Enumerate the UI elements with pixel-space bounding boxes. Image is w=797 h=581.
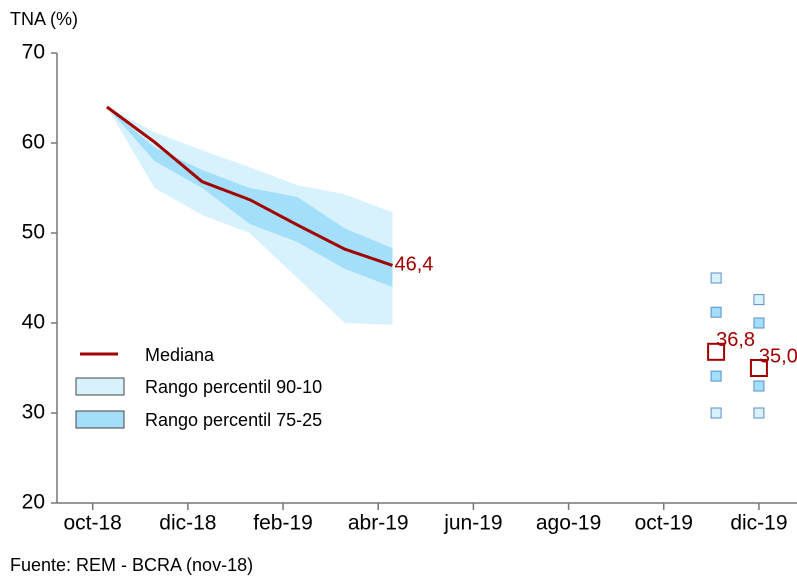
percentile-band	[106, 107, 393, 287]
y-tick-label: 20	[22, 491, 45, 514]
legend-label: Mediana	[145, 345, 215, 365]
y-tick-label: 60	[22, 131, 45, 154]
x-tick-label: dic-19	[730, 512, 787, 535]
legend-swatch	[75, 410, 125, 429]
percentile-marker	[753, 380, 765, 392]
percentile-marker	[753, 407, 765, 419]
percentile-marker	[710, 407, 722, 419]
legend-swatch	[75, 377, 125, 396]
y-axis-label: TNA (%)	[10, 9, 78, 29]
y-tick-label: 30	[22, 401, 45, 424]
value-label: 36,8	[716, 329, 755, 351]
median-marker	[707, 342, 726, 361]
y-tick-label: 40	[22, 311, 45, 334]
x-tick-label: feb-19	[253, 512, 313, 535]
source: Fuente: REM - BCRA (nov-18)	[10, 555, 253, 575]
x-tick-label: abr-19	[348, 512, 409, 535]
percentile-marker	[710, 272, 722, 284]
y-tick-label: 50	[22, 221, 45, 244]
median-line	[106, 105, 393, 267]
x-tick-label: jun-19	[443, 512, 502, 535]
x-tick-label: dic-18	[159, 512, 216, 535]
x-tick-label: ago-19	[536, 512, 601, 535]
percentile-marker	[753, 294, 765, 306]
value-label: 35,0	[759, 345, 797, 367]
y-tick-label: 70	[22, 41, 45, 64]
x-tick-label: oct-18	[64, 512, 122, 535]
value-label: 46,4	[394, 254, 433, 276]
legend-label: Rango percentil 90-10	[145, 377, 322, 397]
median-marker	[749, 359, 768, 377]
percentile-marker	[753, 317, 765, 329]
x-tick-label: oct-19	[635, 512, 693, 535]
legend-label: Rango percentil 75-25	[145, 410, 322, 430]
percentile-marker	[710, 370, 722, 382]
percentile-marker	[710, 306, 722, 318]
